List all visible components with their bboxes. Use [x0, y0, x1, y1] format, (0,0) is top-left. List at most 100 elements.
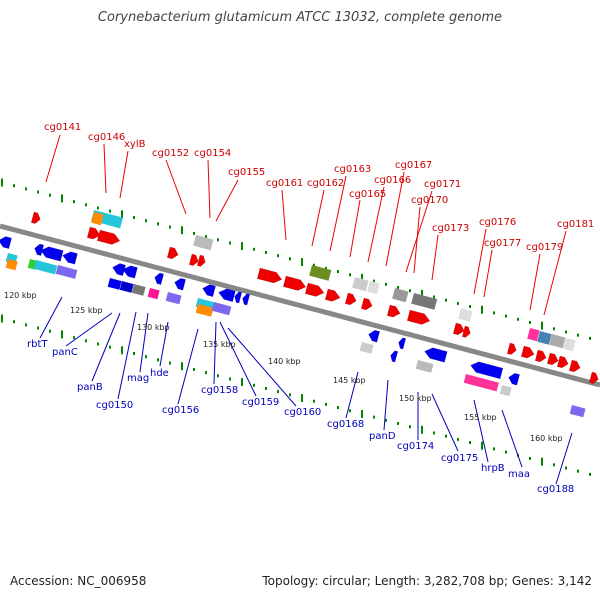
gene-label-bottom: mag [127, 373, 149, 384]
tick-mark-top [577, 333, 579, 337]
gene-label-bottom: rbtT [27, 339, 48, 350]
feature-block [392, 288, 409, 303]
reverse-gene-arrow-shape [368, 330, 380, 343]
tick-mark-top [505, 314, 507, 318]
forward-gene-arrow [360, 297, 373, 311]
gene-label-top: cg0154 [194, 148, 231, 159]
feature-block [537, 331, 552, 345]
tick-mark-bottom [217, 374, 219, 378]
accession-text: Accession: NC_006958 [10, 574, 147, 588]
tick-mark-bottom [301, 394, 303, 403]
scale-label: 145 kbp [333, 376, 366, 385]
connector-line-top [543, 230, 567, 316]
tick-mark-top [61, 194, 63, 203]
feature-block [367, 281, 380, 295]
gene-label-top: xylB [124, 139, 146, 150]
tick-mark-top [301, 258, 303, 267]
forward-gene-arrow-shape [520, 345, 535, 359]
connector-line-top [119, 150, 129, 199]
forward-gene-arrow-shape [30, 211, 41, 224]
tick-mark-bottom [589, 472, 591, 476]
connector-line-top [483, 249, 493, 298]
forward-gene-arrow-shape [461, 325, 471, 338]
forward-gene-arrow [30, 211, 41, 224]
reverse-gene-arrow-shape [390, 350, 399, 363]
tick-mark-top [277, 254, 279, 258]
reverse-gene-arrow-shape [470, 361, 504, 380]
connector-line-top [405, 190, 433, 273]
tick-mark-bottom [529, 456, 531, 460]
gene-label-top: cg0173 [432, 223, 469, 234]
scale-label: 120 kbp [4, 291, 37, 300]
forward-gene-arrow-shape [324, 288, 341, 302]
gene-label-bottom: cg0158 [201, 385, 238, 396]
scale-label: 135 kbp [203, 340, 236, 349]
tick-mark-top [49, 193, 51, 197]
tick-mark-top [229, 241, 231, 245]
tick-mark-top [361, 273, 363, 282]
connector-line-bottom [139, 312, 149, 373]
connector-line-bottom [431, 393, 459, 452]
gene-label-top: cg0162 [307, 178, 344, 189]
connector-line-top [413, 206, 421, 274]
feature-block [107, 278, 122, 290]
forward-gene-arrow-shape [188, 253, 199, 266]
tick-mark-bottom [433, 431, 435, 435]
feature-block [193, 235, 214, 251]
tick-mark-bottom [469, 441, 471, 445]
reverse-gene-arrow [390, 350, 399, 363]
tick-mark-top [589, 336, 591, 340]
gene-label-bottom: cg0150 [96, 400, 133, 411]
reverse-gene-arrow [508, 373, 520, 386]
forward-gene-arrow-shape [506, 342, 517, 355]
gene-label-bottom: cg0156 [162, 405, 199, 416]
feature-block-shape [119, 281, 134, 293]
tick-mark-top [121, 210, 123, 219]
tick-mark-top [169, 225, 171, 229]
tick-mark-top [493, 311, 495, 315]
feature-block-shape [367, 281, 380, 295]
connector-line-bottom [501, 409, 523, 468]
tick-mark-top [25, 187, 27, 191]
forward-gene-arrow [588, 371, 599, 384]
feature-block [458, 308, 473, 322]
tick-mark-bottom [157, 358, 159, 362]
forward-gene-arrow [324, 288, 341, 302]
connector-line-top [311, 189, 325, 247]
feature-block-shape [55, 265, 78, 279]
gene-label-top: cg0165 [349, 189, 386, 200]
connector-line-top [529, 253, 541, 311]
forward-gene-arrow [304, 282, 325, 297]
connector-line-bottom [177, 328, 199, 405]
tick-mark-top [193, 231, 195, 235]
forward-gene-arrow [568, 359, 581, 373]
tick-mark-top [565, 330, 567, 334]
tick-mark-top [85, 203, 87, 207]
tick-mark-bottom [325, 402, 327, 406]
reverse-gene-arrow [398, 337, 407, 350]
forward-gene-arrow [86, 226, 101, 240]
feature-block [415, 360, 434, 373]
tick-mark-top [553, 327, 555, 331]
tick-mark-top [133, 216, 135, 220]
feature-block-shape [193, 235, 214, 251]
gene-label-top: cg0176 [479, 217, 516, 228]
feature-block-shape [359, 342, 374, 354]
forward-gene-arrow-shape [568, 359, 581, 373]
forward-gene-arrow [256, 267, 283, 284]
feature-block-shape [392, 288, 409, 303]
tick-mark-bottom [445, 434, 447, 438]
forward-gene-arrow-shape [304, 282, 325, 297]
genome-backbone [0, 223, 600, 388]
forward-gene-arrow [282, 275, 307, 291]
tick-mark-top [145, 219, 147, 223]
gene-label-top: cg0141 [44, 122, 81, 133]
tick-mark-top [397, 285, 399, 289]
forward-gene-arrow [534, 349, 547, 363]
tick-mark-top [325, 266, 327, 270]
forward-gene-arrow-shape [386, 304, 401, 318]
connector-line-top [349, 199, 361, 258]
forward-gene-arrow-shape [534, 349, 547, 363]
tick-mark-top [289, 257, 291, 261]
